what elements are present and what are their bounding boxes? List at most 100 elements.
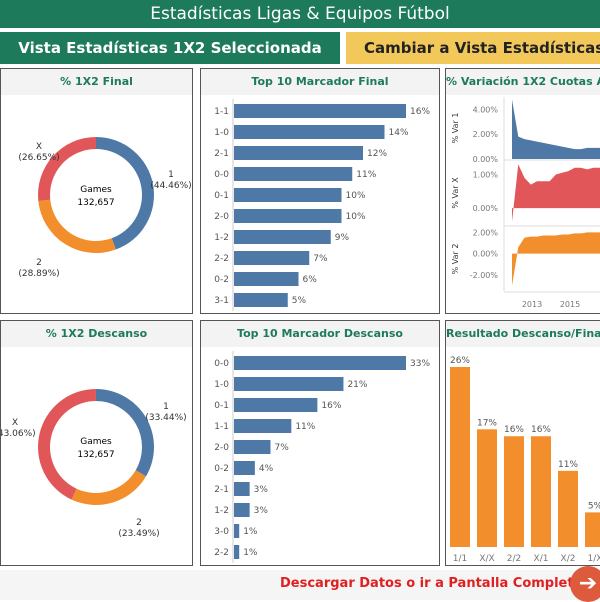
axis-title: % Var 1 (451, 113, 460, 144)
bar-0-1 (234, 398, 318, 412)
data-label: 3% (254, 506, 269, 516)
slice-label: (44.46%) (150, 181, 191, 191)
bar-1/1 (450, 367, 470, 547)
bar-0-0 (234, 167, 353, 181)
area-chart: % Var 1 4.00% 2.00% 0.00% % Var X 1.00% 0.00%%… (451, 97, 600, 309)
panel-1x2-descanso: % 1X2 Descanso 1(33.44%) 2(23.49%) X(43.06… (0, 320, 193, 566)
data-label: 16% (410, 107, 430, 117)
category-label: 0-2 (214, 464, 229, 474)
category-label: 2/2 (507, 554, 521, 564)
panel-top10-final: Top 10 Marcador Final 1-1 16% 1-0 14% 2-1 12%… (200, 68, 440, 314)
panel-title: Top 10 Marcador Final (201, 69, 439, 95)
area-% Var X (512, 164, 600, 222)
category-label: 1/X (588, 554, 600, 564)
panel-top10-descanso: Top 10 Marcador Descanso 0-0 33% 1-0 21% 0-1… (200, 320, 440, 566)
data-label: 12% (367, 149, 387, 159)
center-value: 132,657 (77, 198, 114, 208)
x-tick-label: 2015 (560, 300, 580, 309)
category-label: 1-1 (214, 422, 229, 432)
bar-1-2 (234, 230, 331, 244)
bar-0-2 (234, 461, 255, 475)
bar-1-0 (234, 125, 385, 139)
category-label: 1-0 (214, 128, 229, 138)
view-selected-button[interactable]: Vista Estadísticas 1X2 Seleccionada (0, 32, 340, 64)
area-% Var 2 (512, 232, 600, 286)
tick-label: 0.00% (473, 204, 499, 213)
bar-2/2 (504, 436, 524, 547)
tick-label: -2.00% (470, 271, 499, 280)
category-label: 3-0 (214, 527, 229, 537)
bar-X/2 (558, 470, 578, 547)
bar-3-1 (234, 293, 288, 307)
slice-label: (33.44%) (145, 413, 186, 423)
data-label: 10% (346, 212, 366, 222)
category-label: 0-2 (214, 275, 229, 285)
data-label: 14% (389, 128, 409, 138)
data-label: 16% (531, 425, 551, 435)
bar-3-0 (234, 524, 240, 538)
donut-chart: 1(33.44%) 2(23.49%) X(43.06%) Games 132,657 (1, 389, 187, 539)
arrow-right-icon[interactable]: ➔ (570, 566, 600, 602)
bar-2-2 (234, 545, 240, 559)
bar-1-0 (234, 377, 344, 391)
tick-label: 0.00% (473, 155, 499, 164)
column-chart: 26% 1/1 17% X/X 16% 2/2 16% X/1 11% X/2 5% 1/X (450, 356, 600, 564)
data-label: 4% (259, 464, 274, 474)
slice-name: 1 (163, 402, 169, 412)
slice-name: X (36, 142, 42, 152)
slice-label: (43.06%) (1, 429, 36, 439)
dashboard-title: Estadísticas Ligas & Equipos Fútbol (0, 0, 600, 28)
category-label: 0-0 (214, 359, 229, 369)
slice-1 (96, 389, 154, 477)
category-label: 2-2 (214, 548, 229, 558)
bar-chart: 1-1 16% 1-0 14% 2-1 12% 0-0 11% 0-1 10% 2-0 10% 1-2 9… (214, 99, 430, 311)
center-label: Games (80, 437, 112, 447)
data-label: 5% (588, 501, 600, 511)
tick-label: 0.00% (473, 250, 499, 259)
bar-2-0 (234, 440, 271, 454)
category-label: 1-1 (214, 107, 229, 117)
data-label: 3% (254, 485, 269, 495)
data-label: 11% (356, 170, 376, 180)
data-label: 26% (450, 356, 470, 366)
tick-label: 2.00% (473, 228, 499, 237)
data-label: 21% (347, 380, 367, 390)
category-label: 2-1 (214, 149, 229, 159)
slice-name: 2 (36, 258, 42, 268)
data-label: 10% (346, 191, 366, 201)
category-label: 3-1 (214, 296, 229, 306)
category-label: 0-0 (214, 170, 229, 180)
slice-1 (96, 137, 154, 250)
switch-view-button[interactable]: Cambiar a Vista Estadísticas Cuotas (346, 32, 600, 64)
bar-0-2 (234, 272, 299, 286)
donut-chart: 1(44.46%) 2(28.89%) X(26.65%) Games 132,657 (18, 137, 192, 279)
slice-name: 1 (168, 170, 174, 180)
category-label: 1/1 (453, 554, 467, 564)
bar-2-1 (234, 482, 250, 496)
center-label: Games (80, 185, 112, 195)
data-label: 6% (303, 275, 318, 285)
category-label: 2-1 (214, 485, 229, 495)
slice-2 (38, 199, 116, 253)
panel-1x2-final: % 1X2 Final 1 (44.46%) 2 (28.89%) X (26.65%) G… (0, 68, 193, 314)
slice-name: X (12, 418, 18, 428)
data-label: 17% (477, 418, 497, 428)
panel-title: % 1X2 Descanso (1, 321, 192, 347)
data-label: 16% (504, 425, 524, 435)
category-label: 0-1 (214, 191, 229, 201)
category-label: X/X (479, 554, 494, 564)
bar-2-2 (234, 251, 310, 265)
panel-variacion: % Variación 1X2 Cuotas Apertura % Var 1 4… (445, 68, 600, 314)
panel-title: % Variación 1X2 Cuotas Apertura (446, 69, 600, 95)
download-link[interactable]: Descargar Datos o ir a Pantalla Completa (280, 576, 583, 591)
tick-label: 2.00% (473, 130, 499, 139)
category-label: 1-2 (214, 506, 229, 516)
axis-title: % Var X (451, 177, 460, 209)
data-label: 7% (274, 443, 289, 453)
area-% Var 1 (512, 99, 600, 159)
category-label: 1-0 (214, 380, 229, 390)
bar-1/X (585, 512, 600, 547)
bar-0-0 (234, 356, 406, 370)
slice-2 (71, 470, 147, 505)
slice-X (38, 389, 96, 500)
